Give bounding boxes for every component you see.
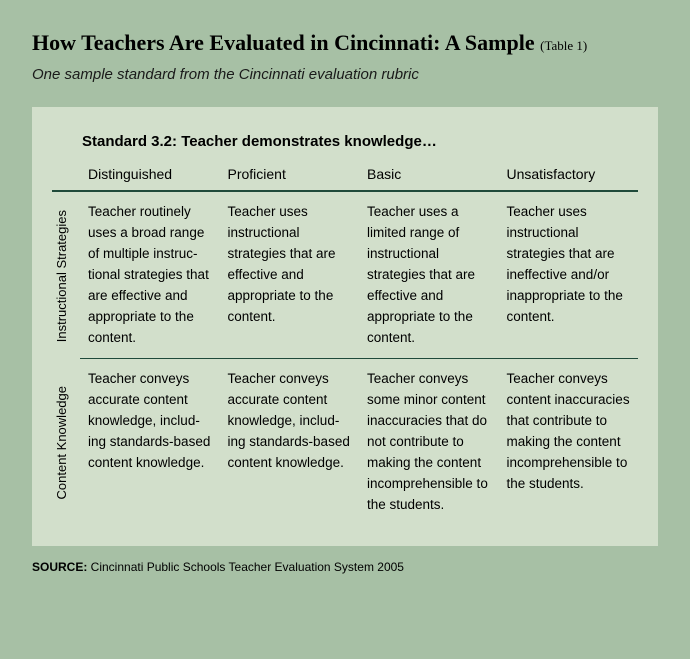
col-header-proficient: Proficient [220,162,360,192]
row-label-content-knowledge: Content Knowledge [52,380,80,505]
cell-r2-c2: Teacher conveys accurate content knowled… [220,359,360,525]
cell-r1-c3: Teacher uses a limited range of instruct… [359,192,499,359]
page-title: How Teachers Are Evaluated in Cincinnati… [32,30,658,56]
title-main: How Teachers Are Evaluated in Cincinnati… [32,30,535,55]
cell-r1-c2: Teacher uses instructional strategies th… [220,192,360,359]
title-table-ref: (Table 1) [540,38,587,53]
standard-heading: Standard 3.2: Teacher demonstrates knowl… [82,133,638,150]
cell-r1-c4: Teacher uses instructional strategies th… [499,192,639,359]
page-subtitle: One sample standard from the Cincinnati … [32,66,658,83]
col-header-distinguished: Distinguished [80,162,220,192]
cell-r2-c1: Teacher conveys accurate content knowled… [80,359,220,525]
row-label-instructional-strategies: Instructional Strategies [52,204,80,348]
cell-r1-c1: Teacher routinely uses a broad range of … [80,192,220,359]
col-header-unsatisfactory: Unsatisfactory [499,162,639,192]
source-text: Cincinnati Public Schools Teacher Evalua… [87,560,404,574]
cell-r2-c3: Teacher conveys some minor con­tent inac… [359,359,499,525]
col-header-basic: Basic [359,162,499,192]
source-label: SOURCE: [32,560,87,574]
rubric-panel: Standard 3.2: Teacher demonstrates knowl… [32,107,658,546]
rubric-table: Distinguished Proficient Basic Unsatisfa… [52,162,638,526]
spacer [52,162,80,192]
cell-r2-c4: Teacher conveys content inaccura­cies th… [499,359,639,525]
source-line: SOURCE: Cincinnati Public Schools Teache… [32,560,658,574]
